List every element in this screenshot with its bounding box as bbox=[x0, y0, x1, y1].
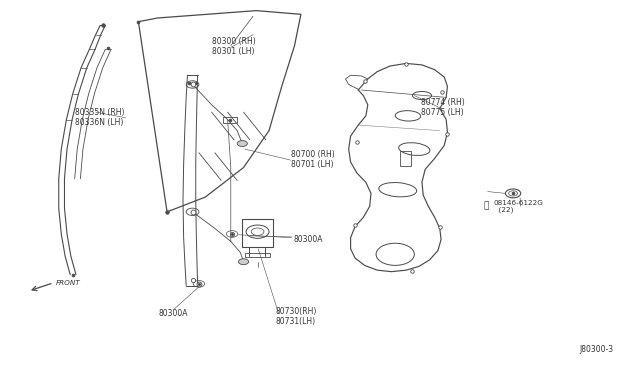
Text: FRONT: FRONT bbox=[56, 280, 80, 286]
Text: 08146-6122G
  (22): 08146-6122G (22) bbox=[494, 199, 544, 213]
Bar bbox=[399, 151, 411, 166]
Circle shape bbox=[239, 259, 248, 264]
Text: 80300A: 80300A bbox=[158, 308, 188, 318]
Text: 80300 (RH)
80301 (LH): 80300 (RH) 80301 (LH) bbox=[212, 37, 255, 56]
Text: J80300-3: J80300-3 bbox=[579, 345, 613, 354]
Text: 80300A: 80300A bbox=[293, 235, 323, 244]
Bar bbox=[246, 253, 269, 257]
Circle shape bbox=[237, 141, 247, 147]
Text: 80700 (RH)
80701 (LH): 80700 (RH) 80701 (LH) bbox=[291, 150, 335, 169]
Text: Ⓑ: Ⓑ bbox=[484, 202, 489, 211]
Text: 80774 (RH)
80775 (LH): 80774 (RH) 80775 (LH) bbox=[420, 98, 465, 117]
Text: 80730(RH)
80731(LH): 80730(RH) 80731(LH) bbox=[275, 307, 317, 326]
Bar bbox=[223, 117, 237, 123]
Text: 80335N (RH)
80336N (LH): 80335N (RH) 80336N (LH) bbox=[75, 108, 124, 127]
